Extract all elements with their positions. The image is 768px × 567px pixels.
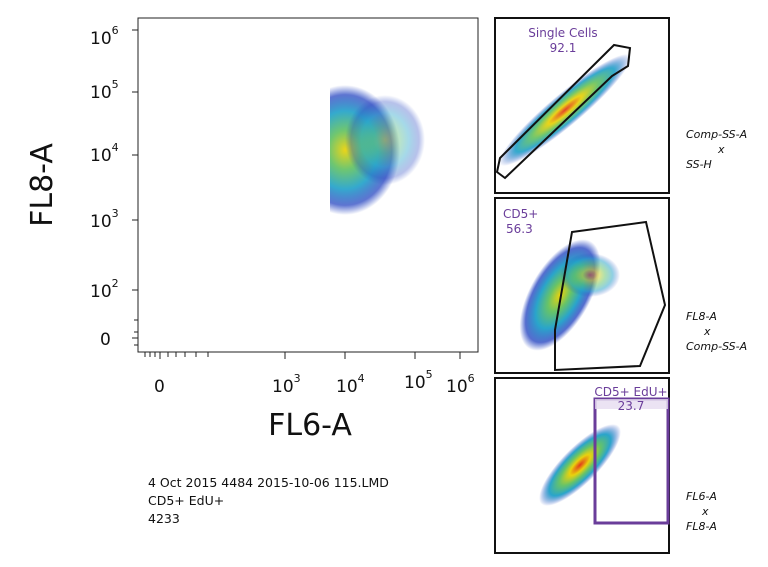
gate-label-bg [595, 399, 668, 409]
tick-base: 10 [446, 377, 468, 397]
tick-base: 10 [90, 83, 112, 103]
gate-name: Single Cells [528, 26, 597, 40]
panel-axis-label: x [701, 505, 709, 518]
panel-axis-label: x [703, 325, 711, 338]
tick-base: 10 [404, 373, 426, 393]
tick-base: 10 [90, 212, 112, 232]
info-line: CD5+ EdU+ [148, 493, 224, 508]
gate-name: CD5+ [503, 207, 538, 221]
x-tick-label: 105 [404, 368, 433, 393]
density-cloud [519, 239, 620, 351]
tick-exp: 3 [112, 207, 119, 220]
y-tick-label: 103 [90, 207, 119, 232]
y-tick-label: 104 [90, 141, 119, 166]
gate-value: 56.3 [506, 222, 533, 236]
plot-frame [137, 17, 479, 353]
panel-axis-label: x [717, 143, 725, 156]
axis-ticks [132, 29, 461, 359]
x-tick-label: 103 [272, 372, 301, 397]
panel-axis-label: FL8-A [686, 310, 717, 323]
density-cloud [499, 54, 631, 166]
y-tick-label: 106 [90, 24, 119, 49]
gate-name: CD5+ EdU+ [594, 385, 667, 399]
tick-exp: 4 [112, 141, 119, 154]
panel-axis-label: Comp-SS-A [686, 128, 747, 141]
x-tick-label: 106 [446, 372, 475, 397]
y-tick-label: 0 [100, 330, 111, 350]
tick-base: 10 [90, 29, 112, 49]
tick-exp: 2 [112, 277, 119, 290]
gate [495, 43, 632, 180]
tick-base: 10 [90, 146, 112, 166]
tick-base: 10 [90, 282, 112, 302]
panel-axis-label: FL6-A [686, 490, 717, 503]
tick-exp: 3 [294, 372, 301, 385]
info-line: 4233 [148, 511, 180, 526]
gate [554, 220, 667, 372]
x-axis-label: FL6-A [268, 408, 352, 443]
panel-axis-label: FL8-A [686, 520, 717, 533]
tick-exp: 6 [468, 372, 475, 385]
gate-value: 23.7 [618, 399, 645, 413]
tick-exp: 5 [112, 78, 119, 91]
tick-exp: 4 [358, 372, 365, 385]
x-tick-label: 104 [336, 372, 365, 397]
tick-base: 10 [272, 377, 294, 397]
density-cloud [330, 85, 425, 215]
y-tick-label: 105 [90, 78, 119, 103]
info-line: 4 Oct 2015 4484 2015-10-06 115.LMD [148, 475, 389, 490]
tick-base: 10 [336, 377, 358, 397]
panel-axis-label: Comp-SS-A [686, 340, 747, 353]
panel-axis-label: SS-H [686, 158, 712, 171]
gate-value: 92.1 [550, 41, 577, 55]
density-cloud [539, 424, 621, 506]
y-tick-label: 102 [90, 277, 119, 302]
y-axis-label: FL8-A [25, 143, 60, 227]
x-tick-label: 0 [154, 377, 165, 397]
tick-exp: 5 [426, 368, 433, 381]
tick-exp: 6 [112, 24, 119, 37]
